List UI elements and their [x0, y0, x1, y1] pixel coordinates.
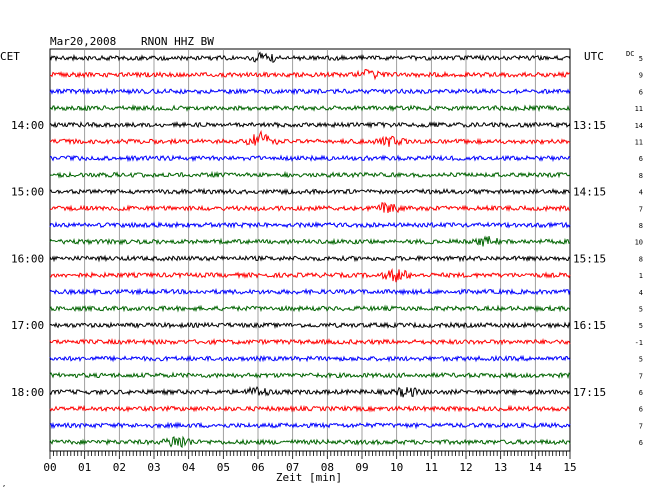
dc-offset-label: 8	[639, 172, 643, 180]
dc-offset-label: 9	[639, 72, 643, 80]
x-tick-label: 14	[529, 461, 543, 474]
right-time-label: 15:15	[573, 252, 606, 265]
left-time-label: 16:00	[11, 252, 44, 265]
seismic-trace	[49, 220, 571, 229]
dc-offset-label: 7	[639, 422, 643, 430]
x-tick-label: 02	[113, 461, 126, 474]
x-tick-label: 06	[251, 461, 264, 474]
right-time-label: 17:15	[573, 386, 606, 399]
right-time-label: 13:15	[573, 119, 606, 132]
seismic-trace	[49, 371, 571, 380]
seismic-trace	[49, 154, 571, 163]
dc-offset-label: 8	[639, 222, 643, 230]
dc-offset-label: 7	[639, 372, 643, 380]
x-tick-label: 13	[494, 461, 507, 474]
dc-offset-label: -1	[635, 339, 643, 347]
time-labels: 14:00 15:00 16:00 17:00 18:00 13:15 14:15 15:15…	[11, 55, 643, 447]
right-time-label: 16:15	[573, 319, 606, 332]
dc-offset-label: 11	[635, 139, 643, 147]
dc-offset-label: 8	[639, 255, 643, 263]
chart-date: Mar20,2008	[50, 35, 116, 48]
dc-offset-label: 1	[639, 272, 643, 280]
dc-offset-label: 5	[639, 306, 643, 314]
right-zone-label: UTC	[584, 50, 604, 63]
dc-offset-label: 6	[639, 439, 643, 447]
seismic-trace	[49, 170, 571, 179]
x-axis: 00 01 02 03 04 05 06 07 08 09 10 11 12 13 14 15	[43, 451, 577, 474]
seismic-trace	[49, 187, 571, 196]
x-tick-label: 04	[182, 461, 196, 474]
dc-offset-label: 5	[639, 55, 643, 63]
seismic-trace	[49, 87, 571, 96]
seismic-trace	[49, 103, 571, 112]
minute-grid	[84, 49, 536, 451]
dc-offset-label: 6	[639, 88, 643, 96]
x-tick-label: 01	[78, 461, 91, 474]
chart-station: RNON HHZ BW	[141, 35, 214, 48]
dc-offset-label: 5	[639, 322, 643, 330]
x-tick-label: 08	[321, 461, 334, 474]
dc-offset-label: 14	[635, 122, 643, 130]
dc-offset-label: 6	[639, 389, 643, 397]
x-axis-title: Zeit [min]	[276, 471, 342, 484]
seismic-trace	[49, 51, 571, 63]
seismic-trace	[49, 287, 571, 296]
x-tick-label: 15	[563, 461, 576, 474]
seismic-trace	[49, 201, 571, 214]
dc-offset-label: 4	[639, 289, 643, 297]
seismic-trace	[49, 435, 571, 449]
dc-offset-label: 11	[635, 105, 643, 113]
dc-offset-label: 6	[639, 406, 643, 414]
seismic-trace	[49, 68, 571, 81]
seismic-trace	[49, 404, 571, 413]
x-tick-label: 10	[390, 461, 403, 474]
seismic-trace	[49, 304, 571, 313]
x-tick-label: 12	[459, 461, 472, 474]
seismic-trace	[49, 254, 571, 263]
seismic-trace	[49, 235, 571, 247]
left-time-label: 14:00	[11, 119, 44, 132]
dc-header: DC	[626, 50, 634, 58]
seismic-trace	[49, 421, 571, 430]
x-tick-label: 07	[286, 461, 299, 474]
x-tick-label: 00	[43, 461, 56, 474]
seismic-trace	[49, 321, 571, 330]
seismic-trace	[49, 337, 571, 346]
seismic-trace	[49, 385, 571, 398]
dc-offset-label: 6	[639, 155, 643, 163]
seismic-trace	[49, 121, 571, 129]
x-tick-label: 05	[217, 461, 230, 474]
x-tick-label: 09	[355, 461, 368, 474]
right-time-label: 14:15	[573, 186, 606, 199]
dc-offset-label: 10	[635, 239, 643, 247]
dc-offset-label: 5	[639, 356, 643, 364]
left-zone-label: CET	[0, 50, 20, 63]
left-time-label: 18:00	[11, 386, 44, 399]
corner-mark: ,	[2, 480, 6, 488]
dc-offset-label: 4	[639, 189, 643, 197]
seismic-trace	[49, 129, 571, 147]
x-tick-label: 11	[425, 461, 438, 474]
seismic-trace	[49, 268, 571, 283]
trace-group	[49, 51, 571, 449]
x-tick-label: 03	[147, 461, 160, 474]
left-time-label: 15:00	[11, 186, 44, 199]
dc-offset-label: 7	[639, 205, 643, 213]
left-time-label: 17:00	[11, 319, 44, 332]
seismic-trace	[49, 354, 571, 363]
